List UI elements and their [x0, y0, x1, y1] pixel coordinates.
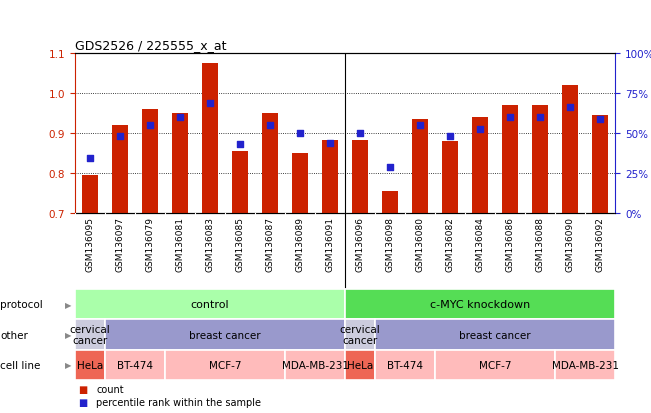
Bar — [502, 106, 518, 213]
Bar — [262, 114, 278, 213]
Text: BT-474: BT-474 — [117, 360, 153, 370]
Text: HeLa: HeLa — [77, 360, 103, 370]
Text: breast cancer: breast cancer — [460, 330, 531, 340]
Point — [355, 131, 365, 137]
Point — [174, 114, 185, 121]
Bar — [592, 116, 609, 213]
Bar — [381, 191, 398, 213]
Text: GSM136084: GSM136084 — [476, 216, 484, 271]
Text: percentile rank within the sample: percentile rank within the sample — [96, 397, 261, 407]
Bar — [105, 350, 165, 380]
Point — [475, 126, 485, 133]
Text: GSM136086: GSM136086 — [506, 216, 515, 271]
Text: protocol: protocol — [0, 299, 43, 310]
Point — [115, 133, 125, 140]
Bar — [352, 141, 368, 213]
Bar — [81, 176, 98, 213]
Bar — [412, 120, 428, 213]
Text: MCF-7: MCF-7 — [209, 360, 242, 370]
Bar — [165, 350, 285, 380]
Text: GSM136090: GSM136090 — [566, 216, 575, 271]
Text: GSM136082: GSM136082 — [445, 216, 454, 271]
Text: MDA-MB-231: MDA-MB-231 — [281, 360, 348, 370]
Bar — [292, 154, 309, 213]
Text: GSM136085: GSM136085 — [236, 216, 245, 271]
Text: GSM136095: GSM136095 — [85, 216, 94, 271]
Point — [565, 104, 575, 111]
Text: cervical
cancer: cervical cancer — [70, 324, 110, 346]
Text: GSM136083: GSM136083 — [206, 216, 214, 271]
Text: GSM136087: GSM136087 — [266, 216, 275, 271]
Text: cell line: cell line — [0, 360, 40, 370]
Bar — [472, 118, 488, 213]
Bar — [232, 152, 248, 213]
Text: ▶: ▶ — [65, 330, 72, 339]
Text: GSM136098: GSM136098 — [385, 216, 395, 271]
Bar — [322, 141, 339, 213]
Text: GSM136088: GSM136088 — [536, 216, 545, 271]
Bar — [285, 350, 345, 380]
Bar — [105, 320, 345, 350]
Point — [535, 114, 546, 121]
Point — [445, 133, 455, 140]
Point — [265, 122, 275, 129]
Bar — [202, 64, 218, 213]
Bar — [435, 350, 555, 380]
Bar — [345, 290, 615, 320]
Text: MCF-7: MCF-7 — [479, 360, 512, 370]
Text: BT-474: BT-474 — [387, 360, 423, 370]
Bar — [172, 114, 188, 213]
Text: GDS2526 / 225555_x_at: GDS2526 / 225555_x_at — [75, 39, 227, 52]
Bar — [562, 86, 579, 213]
Text: ▶: ▶ — [65, 361, 72, 369]
Text: GSM136097: GSM136097 — [115, 216, 124, 271]
Bar — [75, 350, 105, 380]
Text: GSM136080: GSM136080 — [415, 216, 424, 271]
Text: cervical
cancer: cervical cancer — [340, 324, 380, 346]
Text: HeLa: HeLa — [347, 360, 373, 370]
Text: breast cancer: breast cancer — [189, 330, 261, 340]
Point — [505, 114, 516, 121]
Bar — [532, 106, 548, 213]
Bar — [345, 320, 375, 350]
Bar — [142, 110, 158, 213]
Point — [85, 155, 95, 161]
Text: GSM136089: GSM136089 — [296, 216, 305, 271]
Point — [415, 122, 425, 129]
Text: other: other — [0, 330, 28, 340]
Bar — [375, 320, 615, 350]
Point — [204, 100, 215, 107]
Text: GSM136091: GSM136091 — [326, 216, 335, 271]
Bar — [75, 320, 105, 350]
Text: count: count — [96, 384, 124, 394]
Text: MDA-MB-231: MDA-MB-231 — [551, 360, 618, 370]
Bar — [345, 350, 375, 380]
Point — [325, 140, 335, 147]
Text: ■: ■ — [78, 397, 87, 407]
Bar — [111, 126, 128, 213]
Point — [295, 131, 305, 137]
Text: GSM136079: GSM136079 — [145, 216, 154, 271]
Text: GSM136096: GSM136096 — [355, 216, 365, 271]
Point — [595, 116, 605, 123]
Text: GSM136081: GSM136081 — [175, 216, 184, 271]
Text: ▶: ▶ — [65, 300, 72, 309]
Bar — [75, 290, 345, 320]
Point — [235, 141, 245, 148]
Bar — [555, 350, 615, 380]
Text: control: control — [191, 299, 229, 310]
Point — [145, 122, 155, 129]
Bar — [375, 350, 435, 380]
Text: GSM136092: GSM136092 — [596, 216, 605, 271]
Point — [385, 164, 395, 171]
Bar — [442, 142, 458, 213]
Text: c-MYC knockdown: c-MYC knockdown — [430, 299, 530, 310]
Text: ■: ■ — [78, 384, 87, 394]
